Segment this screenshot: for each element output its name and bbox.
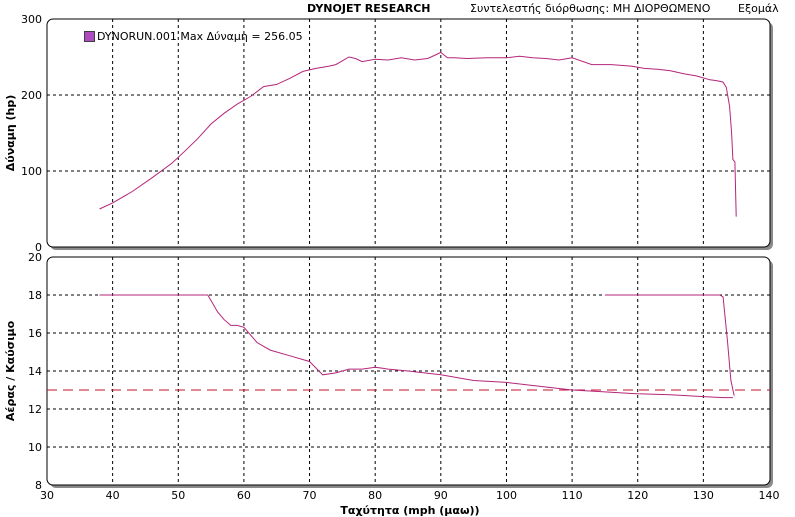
y-tick-label: 0: [35, 241, 42, 254]
y-tick-label: 20: [28, 251, 42, 264]
power-chart-panel: 0 100 200 300 Δύναμη (hp): [4, 13, 773, 254]
y-tick-label: 14: [28, 365, 42, 378]
x-tick-label: 140: [759, 489, 780, 502]
x-tick-label: 90: [434, 489, 448, 502]
x-tick-label: 50: [171, 489, 185, 502]
x-tick-label: 60: [237, 489, 251, 502]
y-tick-label: 12: [28, 403, 42, 416]
panel-frame: [46, 18, 771, 248]
x-tick-label: 80: [368, 489, 382, 502]
y-tick-label: 16: [28, 327, 42, 340]
legend-swatch: [84, 31, 95, 42]
correction-factor-label: Συντελεστής διόρθωσης: ΜΗ ΔΙΟΡΘΩΜΕΝΟ: [470, 2, 711, 15]
y-tick-label: 100: [21, 165, 42, 178]
legend-label: DYNORUN.001 Max Δύναμη = 256.05: [97, 30, 303, 43]
series-line: [99, 51, 737, 217]
y-tick-label: 8: [35, 479, 42, 492]
company-title: DYNOJET RESEARCH: [307, 2, 431, 15]
x-tick-label: 130: [693, 489, 714, 502]
x-axis-label: Ταχύτητα (mph (μαω)): [340, 504, 479, 517]
y-tick-label: 10: [28, 441, 42, 454]
y-tick-label: 18: [28, 289, 42, 302]
y-axis-label: Αέρας / Καύσιμο: [4, 320, 17, 421]
afr-chart-panel: 8 10 12 14 16 18 20 Αέρας / Καύσιμο 30 40 50 60 70 80…: [4, 251, 780, 517]
series-line: [604, 294, 735, 396]
smoothing-label: Εξομάλ: [738, 2, 779, 15]
x-tick-label: 30: [40, 489, 54, 502]
x-tick-label: 110: [562, 489, 583, 502]
x-tick-label: 40: [106, 489, 120, 502]
x-tick-label: 100: [496, 489, 517, 502]
y-axis-label: Δύναμη (hp): [4, 95, 17, 172]
y-tick-label: 300: [21, 13, 42, 26]
x-tick-label: 70: [303, 489, 317, 502]
y-tick-label: 200: [21, 89, 42, 102]
series-line: [99, 294, 733, 399]
x-tick-label: 120: [627, 489, 648, 502]
